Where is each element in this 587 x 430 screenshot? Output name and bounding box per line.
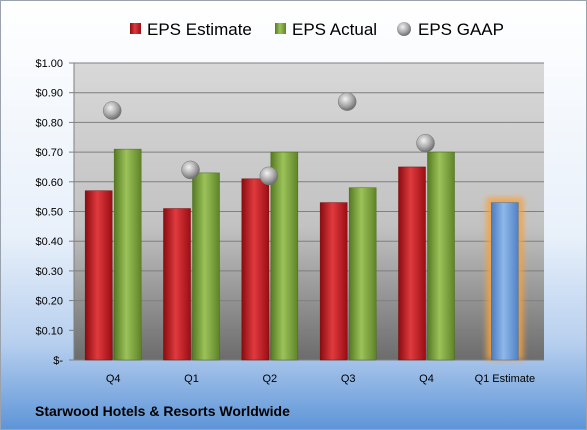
legend-item-eps-estimate: EPS Estimate: [130, 20, 252, 39]
company-name: Starwood Hotels & Resorts Worldwide: [35, 403, 290, 419]
x-tick-label: Q1 Estimate: [475, 373, 536, 385]
bar-eps-estimate: [84, 190, 113, 361]
y-tick-label: $1.00: [35, 58, 63, 70]
y-tick-label: $0.30: [35, 266, 63, 278]
legend-label-eps-actual: EPS Actual: [292, 20, 377, 39]
y-tick-label: $0.60: [35, 177, 63, 189]
x-tick-label: Q2: [262, 373, 277, 385]
point-eps-gaap: [102, 101, 122, 120]
point-eps-gaap: [181, 160, 200, 180]
bar-eps-actual: [113, 148, 142, 361]
bar-eps-actual: [270, 151, 299, 361]
bar-q1-estimate: [491, 202, 519, 361]
x-tick-label: Q3: [341, 373, 356, 385]
x-tick-label: Q1: [184, 373, 199, 385]
legend-marker-eps-gaap: [397, 22, 411, 36]
bars: [84, 148, 524, 361]
bar-eps-estimate: [241, 178, 270, 361]
legend-label-eps-estimate: EPS Estimate: [147, 20, 252, 39]
legend-swatch-eps-estimate: [130, 23, 141, 34]
x-axis: Q4 Q1 Q2 Q3 Q4 Q1 Estimate: [74, 359, 544, 385]
gaap-points: [102, 92, 435, 186]
x-tick-label: Q4: [106, 373, 121, 385]
y-tick-label: $0.20: [35, 296, 63, 308]
legend-item-eps-gaap: EPS GAAP: [397, 20, 504, 39]
bar-eps-estimate: [163, 208, 191, 361]
y-tick-label: $0.90: [35, 88, 63, 100]
legend-label-eps-gaap: EPS GAAP: [418, 20, 504, 39]
bar-eps-estimate: [319, 202, 348, 361]
y-axis: $- $0.10 $0.20 $0.30 $0.40 $0.50 $0.60 $0.70 $0.…: [35, 58, 75, 367]
y-tick-label: $0.80: [35, 117, 63, 129]
legend-item-eps-actual: EPS Actual: [275, 20, 377, 39]
y-tick-label: $0.70: [35, 147, 63, 159]
bar-eps-actual: [192, 172, 220, 361]
bar-eps-estimate: [398, 166, 426, 361]
y-tick-label: $0.50: [35, 207, 63, 219]
legend: EPS Estimate EPS Actual EPS GAAP: [130, 20, 504, 39]
gridlines: [74, 62, 544, 361]
point-eps-gaap: [337, 92, 357, 111]
y-tick-label: $0.40: [35, 236, 63, 248]
x-tick-label: Q4: [419, 373, 434, 385]
bar-eps-actual: [427, 151, 455, 361]
y-tick-label: $0.10: [35, 325, 63, 337]
point-eps-gaap: [416, 133, 435, 153]
point-eps-gaap: [259, 166, 279, 186]
legend-swatch-eps-actual: [275, 23, 286, 34]
bar-eps-actual: [348, 187, 377, 361]
y-tick-label: $-: [53, 355, 63, 367]
